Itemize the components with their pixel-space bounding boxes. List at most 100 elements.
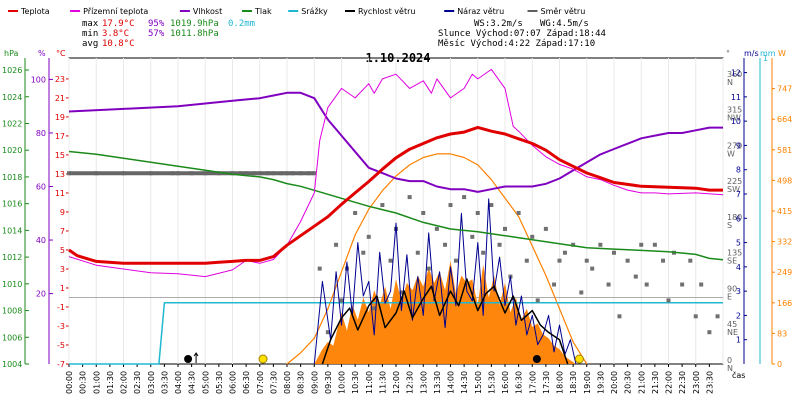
wind-dir-point: [399, 290, 404, 295]
dir-tick-label: 270: [727, 141, 742, 150]
x-tick-label: 14:00: [447, 371, 456, 394]
stat-max-label: max: [82, 19, 99, 29]
stat-max-temp: 17.9°C: [102, 19, 135, 29]
hpa-tick-label: 1018: [2, 173, 22, 182]
legend-label-0: Teplota: [20, 7, 50, 16]
temp-tick-label: 3: [60, 265, 65, 274]
sun-times: Slunce Východ:07:07 Západ:18:44: [438, 29, 606, 39]
x-tick-label: 16:00: [501, 371, 510, 394]
w-tick-label: 498: [777, 176, 792, 185]
wind-dir-point: [661, 258, 666, 263]
wind-line: [321, 278, 569, 365]
x-tick-label: 19:00: [583, 371, 592, 394]
dir-tick-name: NE: [727, 328, 738, 337]
hpa-tick-label: 1010: [2, 280, 22, 289]
ms-tick-label: 4: [736, 263, 741, 272]
x-tick-label: 09:00: [310, 371, 319, 394]
ms-tick-label: 9: [736, 141, 741, 150]
x-tick-label: 04:00: [174, 371, 183, 394]
stat-min-label: min: [82, 29, 98, 39]
dir-tick-name: SE: [727, 257, 737, 266]
wind-dir-point: [380, 203, 385, 208]
axis-hpa-unit: hPa: [4, 49, 19, 58]
dir-tick-name: E: [727, 292, 732, 301]
legend-label-3: Tlak: [254, 7, 272, 16]
x-tick-label: 03:00: [147, 371, 156, 394]
x-tick-label: 18:00: [556, 371, 565, 394]
x-tick-label: 12:00: [392, 371, 401, 394]
mm-tick-label: 1: [763, 54, 768, 63]
w-tick-label: 83: [777, 329, 787, 338]
moonrise-marker: [184, 355, 193, 363]
ms-tick-label: 10: [731, 117, 741, 126]
x-tick-label: 00:00: [65, 371, 74, 394]
x-tick-label: 23:00: [692, 371, 701, 394]
wind-dir-point: [426, 266, 431, 271]
wind-dir-point: [617, 314, 622, 319]
wind-dir-point: [707, 330, 712, 335]
w-tick-label: 415: [777, 207, 792, 216]
x-tick-label: 09:30: [324, 371, 333, 394]
x-tick-label: 00:30: [79, 371, 88, 394]
temp-tick-label: 17: [55, 132, 65, 141]
dir-tick-label: 180: [727, 213, 742, 222]
wind-dir-point: [633, 274, 638, 279]
wind-dir-point: [475, 210, 480, 215]
dir-tick-label: 315: [727, 106, 742, 115]
x-tick-label: 23:30: [705, 371, 714, 394]
wind-dir-point: [688, 258, 693, 263]
ms-tick-label: 3: [736, 287, 741, 296]
wind-dir-point: [516, 210, 521, 215]
moonset-marker: [532, 355, 541, 363]
wind-dir-point: [497, 242, 502, 247]
x-tick-label: 12:30: [406, 371, 415, 394]
wind-dir-point: [598, 242, 603, 247]
dir-tick-name: W: [727, 149, 735, 158]
pct-tick-label: 100: [31, 75, 46, 84]
dir-tick-name: N: [727, 364, 733, 373]
dir-tick-name: N: [727, 78, 733, 87]
axis-temp-unit: °C: [56, 49, 66, 58]
x-tick-label: 07:30: [269, 371, 278, 394]
wind-dir-point: [415, 250, 420, 255]
legend-label-1: Přízemní teplota: [83, 7, 148, 16]
wind-dir-point: [503, 226, 507, 231]
w-tick-label: 166: [777, 299, 792, 308]
hpa-tick-label: 1012: [2, 253, 22, 262]
dir-tick-label: 0: [727, 356, 732, 365]
hpa-tick-label: 1026: [2, 66, 22, 75]
stat-avg-label: avg: [82, 39, 98, 49]
dir-tick-name: S: [727, 221, 732, 230]
wind-dir-point: [552, 282, 557, 287]
x-tick-label: 13:30: [433, 371, 442, 394]
wind-dir-point: [448, 203, 453, 208]
temp-tick-label: 19: [55, 113, 65, 122]
pct-tick-label: 40: [36, 236, 46, 245]
dir-tick-label: 45: [727, 320, 737, 329]
wind-dir-point: [453, 258, 458, 263]
x-tick-label: 22:00: [665, 371, 674, 394]
wind-dir-point: [699, 282, 704, 287]
wind-dir-point: [693, 314, 698, 319]
x-tick-label: 07:00: [256, 371, 265, 394]
dir-tick-name: NW: [727, 114, 741, 123]
x-tick-label: 05:30: [215, 371, 224, 394]
dir-tick-label: 90: [727, 284, 737, 293]
wind-dir-point: [372, 306, 377, 311]
temp-tick-label: -7: [57, 360, 65, 369]
wind-dir-point: [625, 258, 630, 263]
temp-tick-label: 11: [55, 189, 65, 198]
x-tick-label: 15:00: [474, 371, 483, 394]
wind-dir-point: [443, 242, 448, 247]
x-tick-label: 21:30: [651, 371, 660, 394]
ms-tick-label: 11: [731, 93, 741, 102]
wind-dir-point: [666, 298, 671, 303]
x-tick-label: 11:00: [365, 371, 374, 394]
temp-tick-label: 9: [60, 208, 65, 217]
x-tick-label: 01:00: [92, 371, 101, 394]
wind-dir-point: [584, 258, 589, 263]
stat-max-press: 1019.9hPa: [170, 19, 219, 29]
temp-tick-label: 21: [55, 94, 65, 103]
stats: max min avg 17.9°C 3.8°C 10.8°C 95% 57% …: [82, 19, 606, 49]
wind-dir-point: [481, 250, 486, 255]
